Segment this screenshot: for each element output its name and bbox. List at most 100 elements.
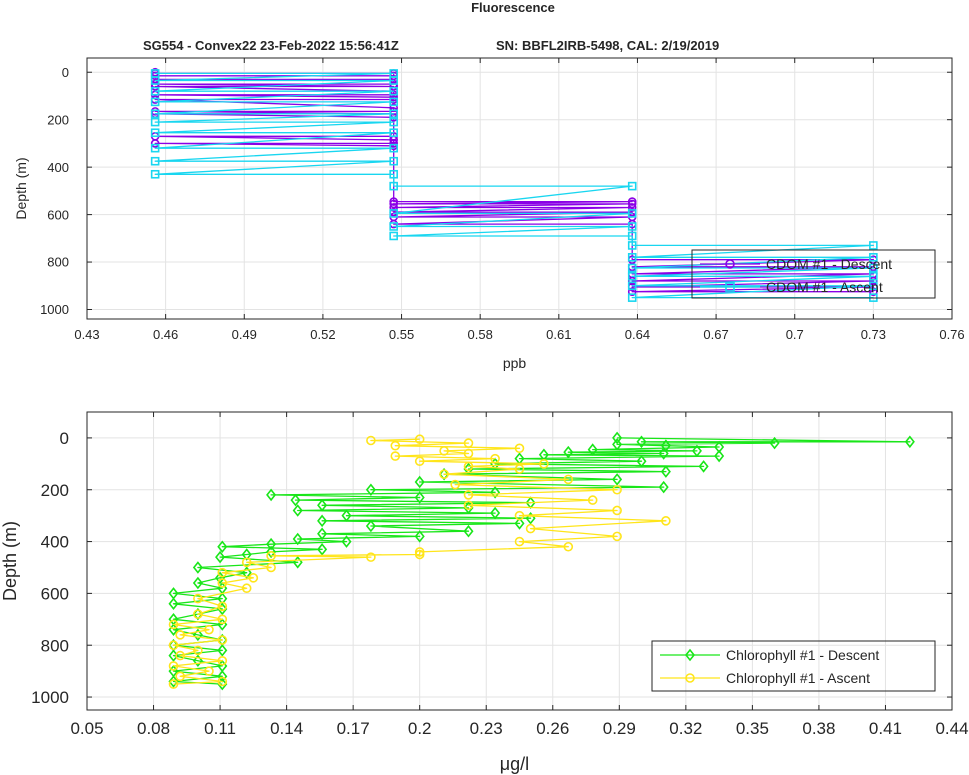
series-ascent: [168, 434, 671, 689]
data-layer: [150, 67, 878, 302]
x-axis-label: μg/l: [500, 754, 529, 774]
data-point: [490, 486, 501, 499]
series-line: [172, 437, 911, 685]
legend-swatch-marker: [725, 259, 735, 269]
data-point: [317, 543, 328, 556]
data-point: [215, 550, 226, 564]
data-point: [658, 480, 669, 494]
cdom-plot: 0.43 0.46 0.49 0.52 0.55 0.58 0.61 0.64 0.67 0.7 0…: [13, 57, 965, 371]
data-point: [463, 501, 474, 515]
y-tick-label: 800: [47, 255, 69, 270]
data-layer: [168, 431, 915, 691]
data-point: [414, 491, 425, 504]
data-point: [204, 624, 214, 635]
data-point: [150, 128, 160, 138]
data-point: [292, 504, 303, 517]
data-point: [869, 253, 878, 262]
data-point: [193, 593, 203, 604]
data-point: [175, 630, 185, 640]
data-point: [463, 438, 474, 448]
data-point: [248, 573, 259, 583]
x-tick-label: 0.41: [869, 719, 902, 738]
data-point: [525, 523, 536, 534]
data-point: [150, 117, 160, 127]
data-point: [150, 86, 160, 96]
data-point: [266, 562, 276, 573]
y-axis-label: Depth (m): [13, 157, 29, 219]
data-point: [290, 493, 301, 507]
data-point: [563, 445, 574, 459]
x-tick-label: 0.43: [74, 327, 99, 342]
data-point: [193, 645, 203, 656]
data-point: [266, 551, 276, 561]
data-point: [217, 655, 228, 666]
data-point: [514, 443, 525, 454]
x-tick-label: 0.35: [736, 719, 769, 738]
series-line: [154, 72, 875, 299]
data-point: [217, 676, 228, 687]
series-ascent: [150, 69, 878, 302]
data-point: [627, 203, 637, 212]
x-tick-label: 0.67: [703, 327, 728, 342]
data-point: [365, 519, 376, 533]
data-point: [514, 536, 525, 547]
x-tick-label: 0.23: [470, 719, 503, 738]
data-point: [192, 561, 203, 574]
x-tick-label: 0.38: [802, 719, 835, 738]
data-point: [904, 435, 915, 449]
data-point: [193, 609, 203, 619]
data-point: [627, 222, 637, 231]
data-point: [217, 677, 228, 691]
data-point: [150, 97, 160, 107]
data-point: [389, 199, 398, 209]
x-tick-label: 0.08: [137, 719, 170, 738]
data-point: [192, 607, 203, 621]
y-tick-label: 1000: [40, 302, 69, 317]
data-point: [389, 69, 398, 78]
y-tick-label: 600: [47, 207, 69, 222]
data-point: [612, 431, 623, 445]
data-point: [217, 644, 228, 657]
data-point: [150, 69, 160, 78]
legend-box: [651, 640, 936, 692]
data-point: [627, 181, 637, 191]
data-point: [869, 263, 878, 273]
data-point: [612, 531, 622, 542]
y-tick-label: 200: [47, 112, 69, 127]
data-point: [168, 619, 179, 630]
data-point: [266, 488, 277, 502]
data-point: [539, 459, 549, 469]
legend-entry: Chlorophyll #1 - Ascent: [726, 670, 870, 686]
data-point: [217, 635, 228, 645]
y-tick-label: 400: [41, 533, 69, 552]
data-point: [414, 547, 425, 557]
data-point: [627, 241, 637, 250]
data-point: [217, 578, 228, 588]
data-point: [192, 628, 203, 642]
legend-swatch-marker: [684, 648, 696, 662]
data-point: [587, 443, 598, 456]
data-point: [241, 583, 252, 594]
data-point: [192, 654, 203, 668]
x-tick-label: 0.11: [204, 719, 236, 738]
data-point: [389, 209, 398, 218]
y-tick-label: 200: [41, 481, 69, 500]
data-point: [389, 169, 398, 179]
x-tick-label: 0.29: [603, 719, 636, 738]
data-point: [241, 548, 252, 561]
data-point: [217, 614, 228, 625]
legend: CDOM #1 - Descent CDOM #1 - Ascent: [691, 249, 936, 299]
data-point: [563, 474, 574, 485]
data-point: [869, 281, 878, 291]
data-point: [463, 462, 474, 476]
data-point: [414, 530, 425, 543]
data-point: [490, 453, 500, 464]
data-point: [463, 524, 474, 538]
data-point: [869, 271, 878, 281]
axes-box: [86, 57, 953, 320]
x-tick-label: 0.14: [270, 719, 303, 738]
data-point: [365, 483, 376, 497]
data-point: [175, 671, 185, 682]
data-point: [612, 484, 622, 495]
